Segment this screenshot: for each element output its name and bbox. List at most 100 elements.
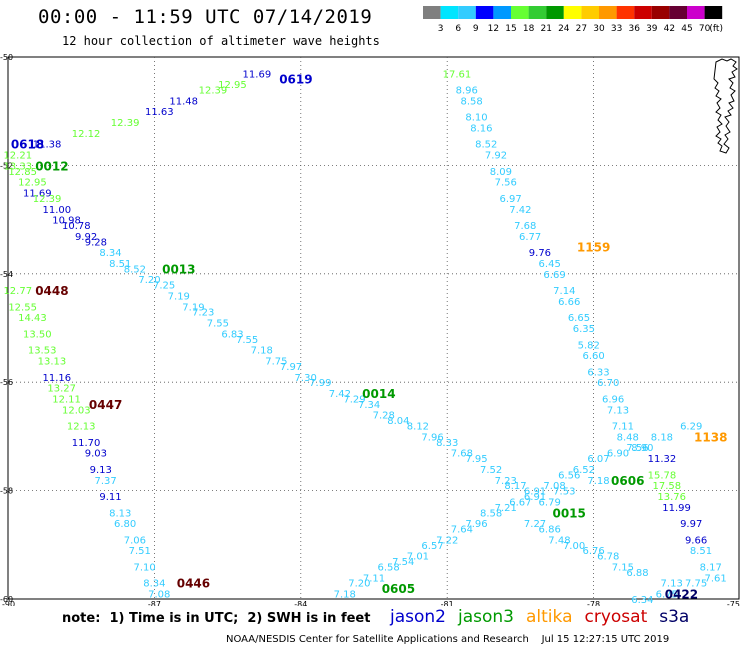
pass-time-label: 1159 (577, 241, 610, 255)
wave-height-label: 6.35 (573, 324, 595, 335)
legend-cryosat: cryosat (584, 607, 648, 627)
color-swatch (440, 6, 459, 19)
color-scale-legend: 3 6 9 12 15 18 21 24 27 30 33 36 39 42 45 70 (ft) (423, 6, 723, 34)
wave-height-label: 7.99 (309, 378, 331, 389)
wave-height-label: 7.11 (612, 422, 634, 433)
wave-height-label: 7.53 (553, 487, 575, 498)
wave-height-label: 8.52 (124, 264, 146, 275)
map-frame (7, 56, 740, 600)
wave-height-label: 7.19 (182, 302, 204, 313)
wave-height-label: 7.08 (148, 590, 170, 601)
wave-height-label: 6.45 (539, 259, 561, 270)
lon-label: -90 (2, 600, 15, 606)
pass-time-label: 0606 (611, 474, 644, 488)
lon-label: -81 (441, 600, 454, 606)
lat-label: -60 (0, 595, 13, 604)
wave-height-label: 6.91 (524, 492, 546, 503)
wave-height-label: 9.28 (85, 237, 107, 248)
wave-height-label: 6.77 (519, 232, 541, 243)
wave-height-label: 7.42 (509, 205, 531, 216)
map-title: 00:00 - 11:59 UTC 07/14/2019 (38, 6, 373, 28)
wave-height-label: 7.64 (451, 525, 473, 536)
color-swatch (687, 6, 705, 19)
wave-height-label: 8.90 (631, 443, 653, 454)
wave-height-label: 6.60 (582, 351, 604, 362)
pass-time-label: 0422 (665, 588, 698, 602)
wave-height-label: 8.10 (465, 113, 487, 124)
wave-height-label: 13.33 (3, 161, 32, 172)
wave-height-label: 9.76 (529, 248, 551, 259)
color-level-label: 3 (438, 24, 444, 34)
wave-height-label: 6.57 (421, 541, 443, 552)
wave-height-label: 6.75 (656, 590, 678, 601)
wave-height-label: 6.34 (631, 595, 653, 606)
wave-height-label: 6.90 (607, 449, 629, 460)
wave-height-label: 8.17 (504, 481, 526, 492)
wave-height-label: 7.48 (548, 535, 570, 546)
wave-height-label: 7.34 (358, 400, 380, 411)
wave-height-label: 13.53 (28, 346, 57, 357)
wave-height-label: 13.27 (47, 384, 76, 395)
color-swatch (511, 6, 529, 19)
wave-height-label: 7.13 (607, 405, 629, 416)
wave-height-label: 12.95 (218, 80, 247, 91)
wave-height-label: 11.38 (33, 140, 62, 151)
lat-label: -56 (0, 378, 13, 387)
wave-height-label: 11.99 (662, 503, 691, 514)
wave-height-label: 9.97 (680, 519, 702, 530)
pass-time-label: 0446 (177, 577, 210, 591)
lon-label: -78 (587, 600, 600, 606)
wave-height-label: 11.69 (243, 69, 272, 80)
coastline (713, 58, 738, 154)
wave-height-label: 17.58 (652, 481, 681, 492)
wave-height-label: 8.04 (387, 416, 409, 427)
wave-height-label: 8.51 (109, 259, 131, 270)
color-level-label: 6 (455, 24, 461, 34)
legend-jason3: jason3 (458, 607, 514, 627)
color-level-label: 39 (646, 24, 658, 34)
wave-height-label: 13.76 (657, 492, 686, 503)
wave-height-label: 6.79 (539, 497, 561, 508)
color-level-label: 21 (540, 24, 551, 34)
wave-height-label: 6.65 (568, 313, 590, 324)
color-level-label: 33 (611, 24, 622, 34)
wave-height-label: 7.18 (587, 476, 609, 487)
wave-height-label: 11.32 (648, 454, 677, 465)
wave-height-label: 6.83 (221, 329, 243, 340)
wave-height-label: 9.66 (685, 535, 707, 546)
wave-height-label: 12.11 (52, 394, 81, 405)
pass-time-label: 0605 (382, 582, 415, 596)
wave-height-label: 7.08 (543, 481, 565, 492)
wave-height-label: 7.55 (236, 335, 258, 346)
wave-height-label: 12.39 (33, 194, 62, 205)
map-subtitle: 12 hour collection of altimeter wave hei… (62, 34, 380, 48)
lat-label: -50 (0, 53, 13, 62)
wave-height-label: 6.69 (543, 270, 565, 281)
wave-height-label: 7.22 (436, 535, 458, 546)
wave-height-label: 7.37 (94, 476, 116, 487)
wave-height-label: 8.18 (651, 432, 673, 443)
wave-height-label: 7.19 (168, 291, 190, 302)
wave-height-label: 7.20 (348, 579, 370, 590)
wave-height-label: 9.11 (99, 492, 121, 503)
lon-label: -84 (294, 600, 307, 606)
wave-height-label: 12.77 (3, 286, 32, 297)
color-level-label: 12 (488, 24, 499, 34)
wave-height-label: 6.96 (602, 394, 624, 405)
wave-height-label: 11.70 (72, 438, 101, 449)
wave-height-label: 7.14 (553, 286, 575, 297)
wave-height-label: 9.92 (75, 232, 97, 243)
wave-height-label: 7.92 (485, 151, 507, 162)
wave-height-label: 7.30 (295, 373, 317, 384)
color-swatch (669, 6, 687, 19)
wave-height-label: 7.18 (334, 590, 356, 601)
wave-height-label: 7.25 (153, 281, 175, 292)
color-swatch (581, 6, 599, 19)
wave-height-label: 7.96 (465, 519, 487, 530)
color-level-label: 9 (473, 24, 479, 34)
wave-height-label: 15.78 (648, 470, 677, 481)
color-swatch (423, 6, 441, 19)
wave-height-label: 7.56 (626, 443, 648, 454)
wave-height-label: 7.95 (465, 454, 487, 465)
wave-height-label: 7.42 (329, 389, 351, 400)
